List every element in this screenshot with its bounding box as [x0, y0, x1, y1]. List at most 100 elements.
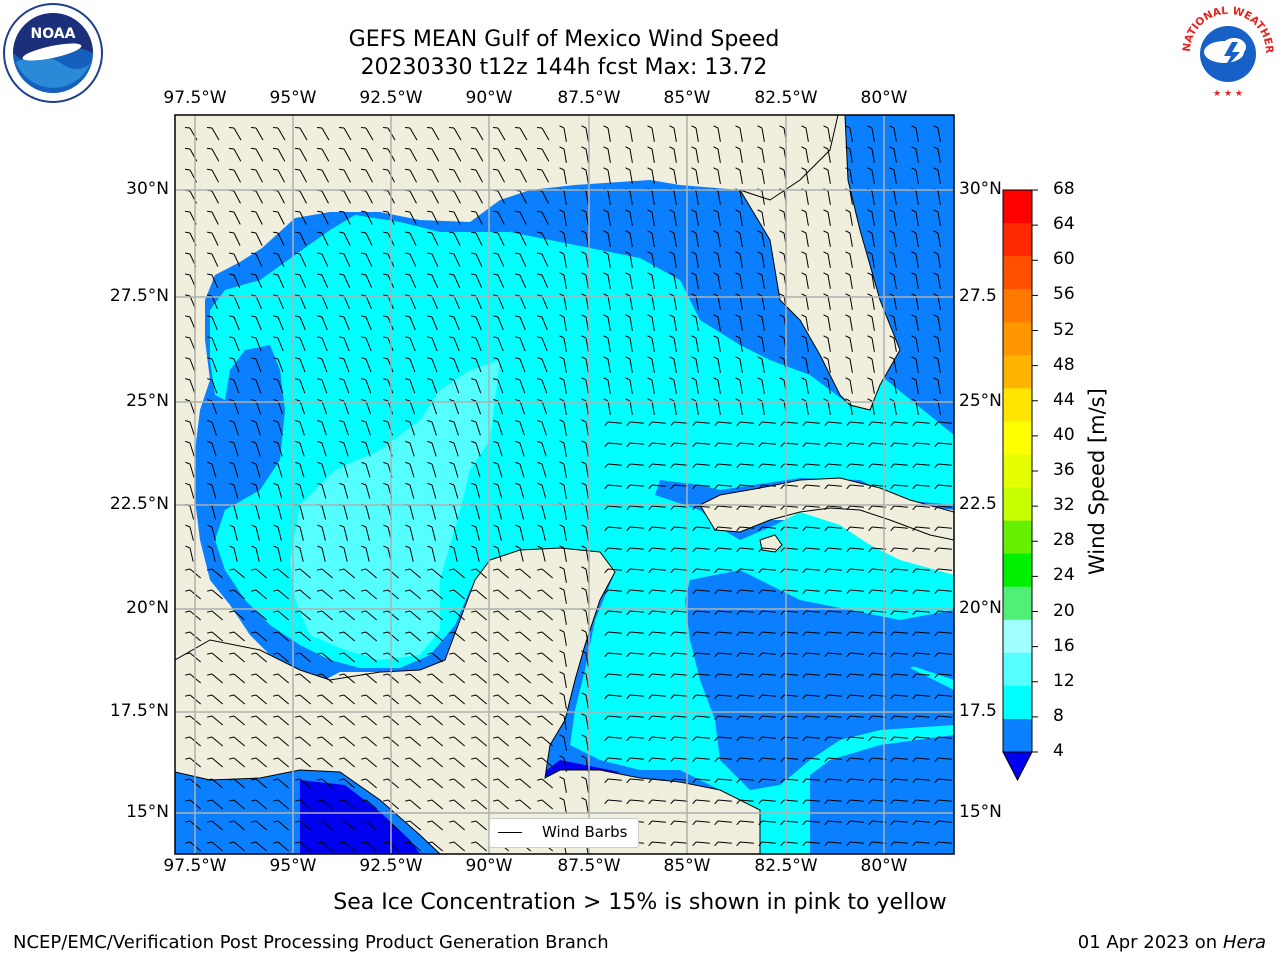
footer-host: Hera [1222, 932, 1266, 953]
wind-barb [448, 736, 466, 747]
wind-barb [648, 673, 666, 679]
wind-barb [801, 167, 809, 184]
wind-barb [736, 652, 754, 658]
wind-barb [604, 673, 622, 679]
wind-barb [361, 357, 372, 373]
wind-barb [515, 231, 527, 246]
wind-barb [404, 168, 418, 183]
wind-barb [801, 209, 809, 226]
wind-barb [294, 610, 312, 621]
wind-barb [559, 293, 567, 310]
svg-text:★ ★ ★: ★ ★ ★ [1213, 89, 1243, 99]
wind-barb [714, 610, 732, 616]
wind-barb [604, 631, 622, 637]
wind-barb [911, 167, 919, 184]
wind-barb [714, 442, 732, 448]
wind-barb [692, 463, 710, 469]
wind-barb [911, 377, 919, 394]
wind-barb [581, 734, 589, 751]
wind-barb [338, 799, 356, 810]
wind-barb [934, 484, 952, 490]
colorbar-segment [1003, 718, 1032, 753]
wind-barb [295, 399, 306, 415]
wind-barb [933, 230, 941, 247]
wind-barb [537, 399, 548, 415]
wind-barb [514, 652, 532, 663]
wind-barb [845, 167, 853, 184]
x-tick-bottom: 85°W [663, 856, 711, 876]
wind-barb [251, 357, 262, 373]
wind-barb [736, 715, 754, 721]
wind-barb [736, 799, 754, 805]
wind-barb [207, 545, 216, 562]
wind-barb [426, 673, 444, 684]
wind-barb [272, 589, 290, 600]
wind-barb [470, 568, 488, 579]
wind-barb [405, 461, 415, 478]
wind-barb [251, 336, 262, 352]
wind-barb [206, 589, 224, 600]
wind-barb [846, 484, 864, 490]
wind-barb [405, 336, 416, 352]
wind-barb [207, 461, 217, 478]
wind-barb [228, 652, 246, 663]
wind-barb [626, 568, 644, 574]
wind-barb [316, 168, 330, 183]
wind-barb [581, 650, 589, 667]
wind-barb [648, 736, 666, 742]
wind-barb [691, 230, 699, 247]
wind-barb [692, 421, 710, 427]
wind-barb [845, 209, 853, 226]
wind-barb [448, 168, 462, 183]
wind-barb [492, 610, 510, 621]
wind-barb [757, 335, 765, 352]
wind-barb [250, 715, 268, 726]
wind-barb [382, 841, 400, 852]
wind-barb [669, 167, 677, 184]
wind-barb [713, 398, 721, 415]
x-tick-bottom: 80°W [860, 856, 908, 876]
wind-barb [426, 841, 444, 852]
wind-barb [735, 293, 743, 310]
wind-barb [933, 251, 941, 268]
wind-barb [471, 357, 482, 373]
wind-barb [581, 146, 589, 163]
wind-barb [581, 335, 589, 352]
wind-barb [471, 545, 480, 562]
wind-barb [648, 715, 666, 721]
wind-barb [802, 442, 820, 448]
wind-barb [405, 399, 416, 415]
wind-barb [514, 568, 532, 579]
wind-barb [670, 757, 688, 763]
wind-barb [294, 673, 312, 684]
wind-barb [758, 715, 776, 721]
wind-barb [581, 293, 589, 310]
wind-barb [736, 820, 754, 826]
wind-barb [273, 357, 284, 373]
wind-barb [492, 631, 510, 642]
wind-barb [846, 463, 864, 469]
wind-barb [911, 335, 919, 352]
wind-barb [338, 168, 352, 183]
colorbar-tick-label: 4 [1053, 741, 1064, 761]
wind-barb [316, 673, 334, 684]
wind-barb [206, 652, 224, 663]
wind-barb [273, 524, 282, 541]
wind-barb [626, 799, 644, 805]
wind-barb [515, 399, 526, 415]
wind-barb [272, 757, 290, 768]
wind-barb [802, 463, 820, 469]
wind-barb [382, 589, 400, 600]
y-tick-left: 22.5°N [109, 494, 169, 514]
wind-barb [625, 335, 633, 352]
wind-barb [934, 841, 952, 847]
wind-barb [360, 568, 378, 579]
wind-barb [294, 147, 308, 162]
colorbar-tick-label: 44 [1053, 389, 1075, 410]
wind-barb [537, 231, 549, 246]
wind-barb [758, 631, 776, 637]
wind-barb [758, 778, 776, 784]
wind-barb [934, 715, 952, 721]
wind-barb [470, 315, 482, 331]
wind-barb [427, 420, 437, 436]
